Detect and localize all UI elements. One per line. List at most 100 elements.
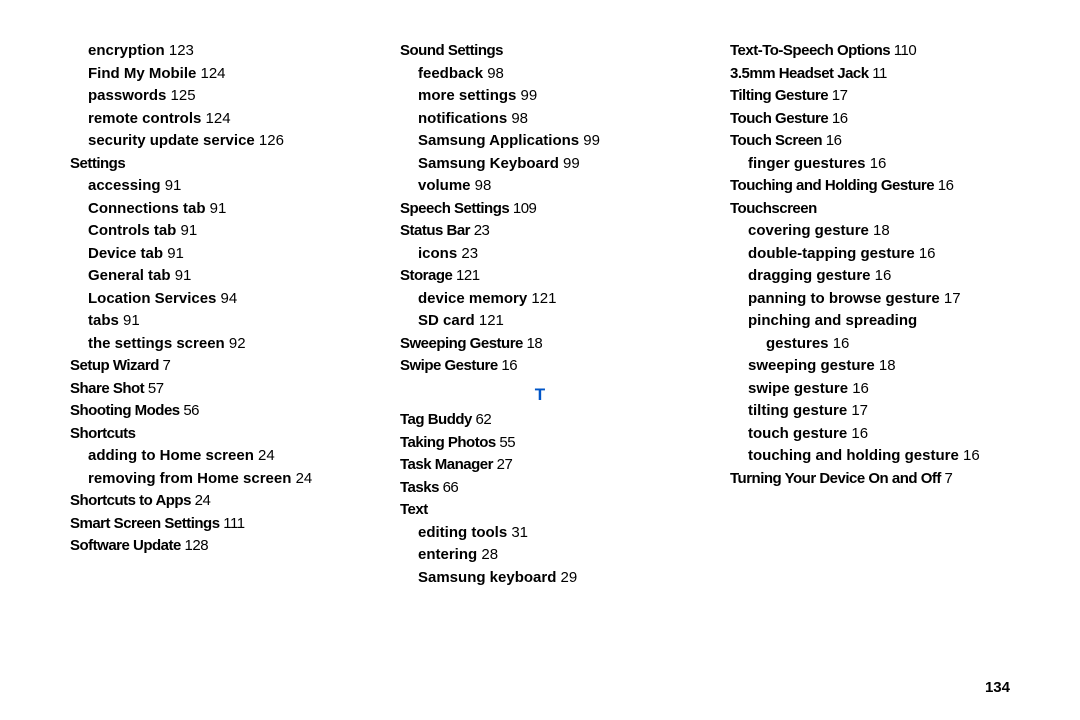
index-subentry-page: 29 xyxy=(556,569,577,586)
index-subentry-page: 31 xyxy=(507,524,528,541)
index-heading: Tilting Gesture 17 xyxy=(730,85,1010,108)
index-subentry: Samsung keyboard 29 xyxy=(400,567,680,590)
index-subentry: gestures 16 xyxy=(730,333,1010,356)
index-subentry: Samsung Applications 99 xyxy=(400,130,680,153)
index-heading-label: Taking Photos xyxy=(400,434,496,451)
index-subentry-page: 16 xyxy=(871,267,892,284)
index-subentry-page: 17 xyxy=(940,290,961,307)
index-subentry: editing tools 31 xyxy=(400,522,680,545)
index-subentry-page: 125 xyxy=(166,87,195,104)
index-heading-page: 111 xyxy=(220,515,245,532)
index-subentry-label: editing tools xyxy=(418,524,507,541)
index-heading-label: Shooting Modes xyxy=(70,402,180,419)
index-subentry: Samsung Keyboard 99 xyxy=(400,153,680,176)
index-subentry: accessing 91 xyxy=(70,175,350,198)
index-subentry-label: more settings xyxy=(418,87,516,104)
index-heading-label: Shortcuts xyxy=(70,425,136,442)
index-heading-label: Storage xyxy=(400,267,452,284)
index-heading-label: Status Bar xyxy=(400,222,470,239)
index-subentry-label: entering xyxy=(418,546,477,563)
index-heading: Shortcuts xyxy=(70,423,350,446)
index-subentry-page: 24 xyxy=(291,470,312,487)
index-subentry-page: 18 xyxy=(869,222,890,239)
index-subentry: remote controls 124 xyxy=(70,108,350,131)
index-subentry-label: touching and holding gesture xyxy=(748,447,959,464)
index-subentry-label: encryption xyxy=(88,42,165,59)
index-subentry-label: Samsung Keyboard xyxy=(418,155,559,172)
index-heading-page: 16 xyxy=(498,357,517,374)
index-subentry: Controls tab 91 xyxy=(70,220,350,243)
index-subentry: adding to Home screen 24 xyxy=(70,445,350,468)
index-subentry-page: 99 xyxy=(516,87,537,104)
index-subentry: swipe gesture 16 xyxy=(730,378,1010,401)
index-subentry: finger guestures 16 xyxy=(730,153,1010,176)
index-heading: Touchscreen xyxy=(730,198,1010,221)
index-subentry-page: 92 xyxy=(225,335,246,352)
index-subentry: notifications 98 xyxy=(400,108,680,131)
index-heading: Setup Wizard 7 xyxy=(70,355,350,378)
index-subentry: the settings screen 92 xyxy=(70,333,350,356)
index-heading-page: 7 xyxy=(159,357,171,374)
index-subentry: removing from Home screen 24 xyxy=(70,468,350,491)
index-subentry-label: adding to Home screen xyxy=(88,447,254,464)
index-subentry-page: 126 xyxy=(255,132,284,149)
index-subentry: Location Services 94 xyxy=(70,288,350,311)
index-heading-label: Settings xyxy=(70,155,125,172)
index-heading-label: Software Update xyxy=(70,537,181,554)
index-column-1: encryption 123Find My Mobile 124password… xyxy=(70,40,350,589)
index-subentry: entering 28 xyxy=(400,544,680,567)
index-heading-page: 109 xyxy=(509,200,536,217)
index-heading: Touch Screen 16 xyxy=(730,130,1010,153)
index-subentry: dragging gesture 16 xyxy=(730,265,1010,288)
index-heading-label: Turning Your Device On and Off xyxy=(730,470,941,487)
index-heading-label: 3.5mm Headset Jack xyxy=(730,65,869,82)
index-heading: Sound Settings xyxy=(400,40,680,63)
index-heading-label: Touch Screen xyxy=(730,132,822,149)
index-heading: Swipe Gesture 16 xyxy=(400,355,680,378)
index-subentry-page: 124 xyxy=(201,110,230,127)
index-heading: Text xyxy=(400,499,680,522)
index-subentry-label: SD card xyxy=(418,312,475,329)
index-column-3: Text-To-Speech Options 1103.5mm Headset … xyxy=(730,40,1010,589)
index-subentry-label: Samsung keyboard xyxy=(418,569,556,586)
index-subentry: panning to browse gesture 17 xyxy=(730,288,1010,311)
index-heading-label: Touching and Holding Gesture xyxy=(730,177,934,194)
index-heading: Taking Photos 55 xyxy=(400,432,680,455)
index-subentry-page: 91 xyxy=(176,222,197,239)
index-subentry: icons 23 xyxy=(400,243,680,266)
index-subentry-label: remote controls xyxy=(88,110,201,127)
index-heading-label: Share Shot xyxy=(70,380,144,397)
index-subentry-label: Find My Mobile xyxy=(88,65,196,82)
index-subentry-label: Location Services xyxy=(88,290,216,307)
index-heading-page: 128 xyxy=(181,537,208,554)
index-subentry-page: 16 xyxy=(915,245,936,262)
index-subentry-label: panning to browse gesture xyxy=(748,290,940,307)
index-subentry-page: 91 xyxy=(206,200,227,217)
index-subentry-label: security update service xyxy=(88,132,255,149)
index-heading: Tag Buddy 62 xyxy=(400,409,680,432)
index-subentry-label: Samsung Applications xyxy=(418,132,579,149)
index-subentry-label: the settings screen xyxy=(88,335,225,352)
index-subentry-page: 124 xyxy=(196,65,225,82)
index-subentry-page: 91 xyxy=(119,312,140,329)
index-subentry-page: 16 xyxy=(847,425,868,442)
index-subentry: touching and holding gesture 16 xyxy=(730,445,1010,468)
index-subentry-page: 18 xyxy=(875,357,896,374)
index-subentry-page: 91 xyxy=(161,177,182,194)
index-heading: Sweeping Gesture 18 xyxy=(400,333,680,356)
index-heading-label: Shortcuts to Apps xyxy=(70,492,191,509)
index-heading-page: 56 xyxy=(180,402,199,419)
index-subentry: feedback 98 xyxy=(400,63,680,86)
index-subentry-page: 99 xyxy=(579,132,600,149)
index-subentry-page: 99 xyxy=(559,155,580,172)
index-subentry-page: 91 xyxy=(171,267,192,284)
index-heading-label: Tasks xyxy=(400,479,439,496)
index-subentry-page: 98 xyxy=(471,177,492,194)
index-subentry-label: device memory xyxy=(418,290,527,307)
index-heading-page: 16 xyxy=(828,110,847,127)
index-subentry-page: 94 xyxy=(216,290,237,307)
index-heading-page: 55 xyxy=(496,434,515,451)
index-subentry-label: volume xyxy=(418,177,471,194)
index-subentry-label: double-tapping gesture xyxy=(748,245,915,262)
index-subentry-page: 23 xyxy=(457,245,478,262)
